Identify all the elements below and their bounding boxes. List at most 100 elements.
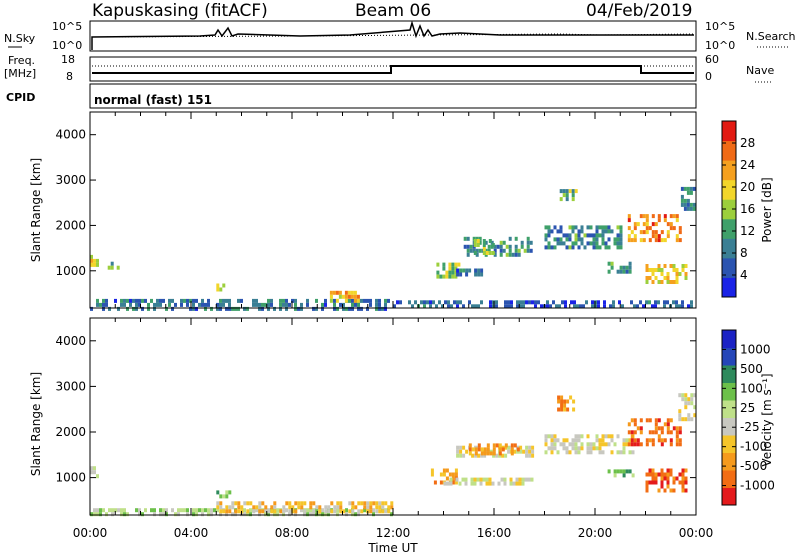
power-cell — [333, 306, 336, 311]
velocity-cell — [681, 468, 685, 473]
velocity-cell — [309, 501, 313, 506]
velocity-cell — [237, 505, 241, 510]
power-cell — [102, 298, 105, 303]
power-cell — [210, 306, 213, 311]
power-cell — [451, 274, 455, 279]
power-cell — [186, 298, 189, 303]
velocity-cell — [522, 449, 526, 454]
power-cell — [607, 261, 611, 266]
velocity-cell — [577, 446, 581, 451]
velocity-cell — [90, 470, 93, 475]
power-cell — [529, 240, 533, 245]
power-cell — [488, 239, 492, 243]
power-cell — [375, 298, 378, 303]
nave-tick-top: 60 — [705, 53, 719, 66]
power-cell — [559, 241, 563, 246]
power-cell — [639, 214, 643, 219]
velocity-cell — [503, 481, 507, 486]
power-cell — [237, 306, 240, 311]
velocity-cell — [666, 480, 670, 485]
velocity-cell — [485, 477, 489, 482]
velocity-cell — [183, 508, 186, 513]
power-cell — [329, 290, 333, 295]
velocity-cell — [336, 505, 340, 510]
velocity-cell — [500, 477, 504, 482]
velocity-cell — [648, 430, 652, 435]
power-cell — [329, 294, 333, 299]
power-cell — [607, 269, 611, 274]
power-cell — [627, 218, 631, 223]
power-cell — [315, 298, 318, 303]
power-cell — [493, 248, 497, 253]
power-cell — [348, 306, 351, 311]
power-cell — [510, 304, 513, 309]
velocity-cell — [480, 447, 484, 452]
power-cell — [345, 306, 348, 311]
velocity-cell — [663, 472, 667, 477]
power-cell — [297, 306, 300, 311]
velocity-cell — [488, 481, 492, 486]
power-cell — [544, 237, 548, 242]
power-cell — [267, 306, 270, 311]
velocity-colorbar-tick-label: 25 — [740, 401, 755, 415]
velocity-cell — [360, 509, 364, 514]
velocity-cell — [630, 418, 634, 423]
power-cell — [347, 290, 351, 295]
velocity-cell — [678, 480, 682, 485]
velocity-cell — [454, 472, 458, 477]
velocity-cell — [672, 480, 676, 485]
velocity-cell — [336, 508, 339, 513]
power-cell — [683, 198, 687, 203]
power-cell — [123, 298, 126, 303]
power-cell — [429, 304, 432, 309]
velocity-cell — [222, 509, 226, 514]
velocity-cell — [510, 443, 514, 448]
power-cell — [618, 300, 621, 305]
velocity-colorbar-label: Velocity [m s⁻¹] — [760, 373, 774, 466]
velocity-cell — [363, 505, 367, 510]
velocity-cell — [270, 509, 274, 514]
power-cell — [597, 304, 600, 309]
power-cell — [562, 241, 566, 246]
power-cell — [135, 302, 138, 307]
velocity-cell — [276, 512, 279, 517]
power-cell — [516, 304, 519, 309]
power-cell — [651, 280, 655, 284]
power-cell — [672, 226, 676, 231]
velocity-cell — [177, 512, 180, 517]
power-cell — [666, 276, 670, 280]
power-cell — [639, 230, 643, 235]
velocity-cell — [678, 438, 682, 443]
velocity-cell — [279, 509, 283, 514]
power-cell — [225, 298, 228, 303]
velocity-cell — [288, 512, 291, 517]
velocity-cell — [616, 450, 620, 455]
velocity-cell — [512, 481, 516, 486]
power-cell — [264, 302, 267, 307]
power-cell — [442, 262, 446, 267]
velocity-cell — [562, 438, 566, 443]
power-cell — [514, 244, 518, 249]
velocity-cell — [592, 446, 596, 451]
power-cell — [306, 302, 309, 307]
power-cell — [648, 238, 652, 243]
velocity-cell — [252, 509, 256, 514]
power-cell — [436, 270, 440, 275]
velocity-cell — [577, 438, 581, 443]
velocity-cell — [449, 477, 453, 482]
power-cell — [546, 304, 549, 309]
velocity-colorbar-swatch — [722, 452, 736, 471]
velocity-cell — [684, 401, 688, 406]
velocity-cell — [477, 443, 481, 448]
velocity-cell — [144, 508, 147, 513]
power-heatmap: 4000 3000 2000 1000 — [55, 111, 697, 311]
velocity-cell — [234, 501, 238, 506]
velocity-cell — [390, 512, 393, 517]
power-cell — [344, 290, 348, 295]
power-cell — [686, 190, 690, 195]
power-cell — [495, 300, 498, 305]
velocity-cell — [684, 397, 688, 402]
velocity-cell — [562, 442, 566, 447]
velocity-cell — [622, 450, 626, 455]
velocity-cell — [524, 477, 528, 482]
